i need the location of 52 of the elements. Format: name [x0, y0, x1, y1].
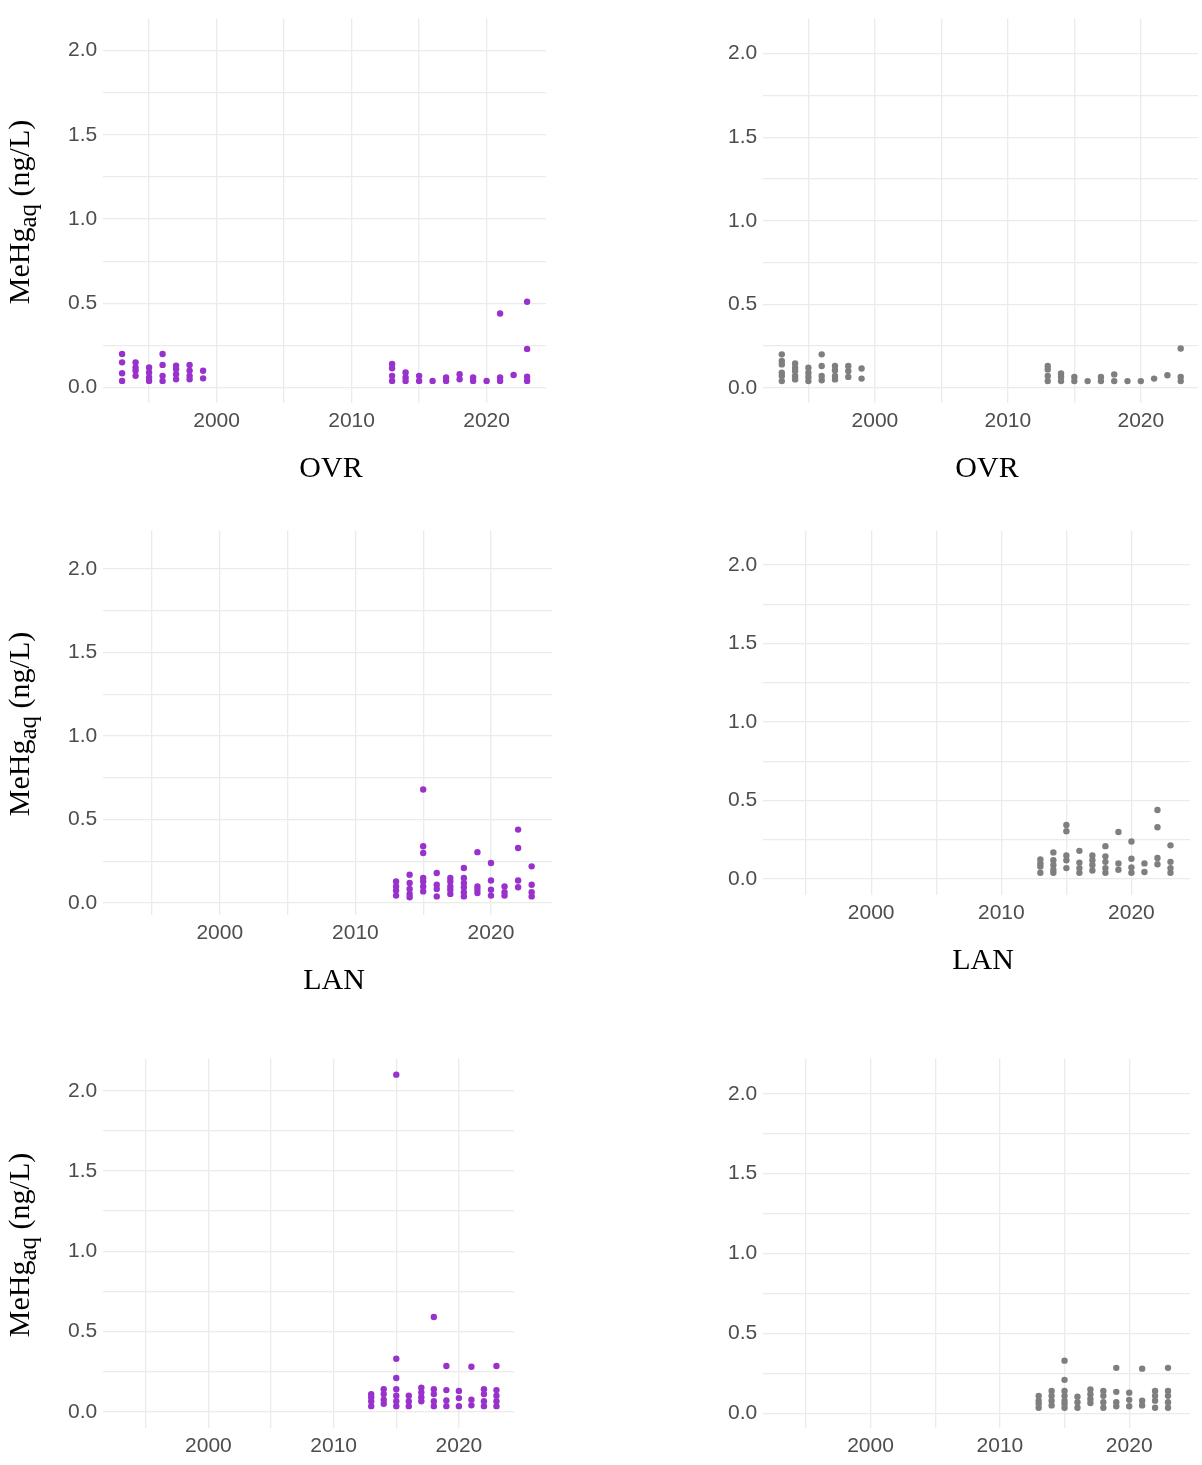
y-tick-label: 1.5: [727, 630, 758, 654]
y-tick-label: 0.5: [727, 1320, 758, 1344]
y-tick-label: 0.0: [67, 1398, 98, 1422]
y-tick-label: 1.5: [67, 639, 98, 663]
x-tick-label: 2000: [851, 408, 899, 432]
x-tick-label: 2010: [977, 900, 1025, 924]
y-tick-label: 1.0: [67, 1238, 98, 1262]
x-tick-label: 2010: [328, 408, 375, 432]
x-tick-label: 2000: [193, 408, 240, 432]
y-tick-label: 0.5: [67, 290, 98, 314]
y-tick-label: 0.0: [727, 374, 758, 398]
y-tick-label: 1.5: [67, 121, 98, 145]
x-tick-label: 2010: [984, 408, 1032, 432]
x-tick-label: 2020: [1108, 900, 1155, 924]
y-tick-label: 1.0: [67, 205, 98, 229]
y-tick-label: 1.5: [727, 124, 758, 147]
y-tick-label: 2.0: [727, 551, 758, 575]
x-tick-label: 2010: [310, 1433, 358, 1457]
x-tick-label: 2020: [467, 920, 515, 944]
y-tick-label: 0.5: [67, 806, 98, 830]
y-tick-label: 0.5: [727, 787, 758, 811]
y-tick-label: 1.0: [727, 708, 758, 732]
y-tick-label: 2.0: [67, 1077, 98, 1101]
x-tick-label: 2020: [435, 1433, 483, 1457]
x-axis-title: LAN: [952, 942, 1014, 976]
x-tick-label: 2000: [847, 900, 895, 924]
y-tick-label: 2.0: [727, 1080, 758, 1104]
x-tick-label: 2020: [1117, 408, 1165, 432]
y-tick-label: 1.5: [727, 1160, 758, 1184]
y-tick-label: 2.0: [727, 40, 758, 64]
x-tick-label: 2000: [847, 1433, 894, 1457]
y-tick-label: 2.0: [67, 555, 98, 579]
y-tick-label: 1.5: [67, 1157, 98, 1181]
y-tick-label: 1.0: [727, 207, 758, 231]
x-tick-label: 2000: [185, 1433, 232, 1457]
y-tick-label: 0.5: [67, 1318, 98, 1342]
x-tick-label: 2010: [976, 1433, 1024, 1457]
y-tick-label: 0.0: [67, 374, 98, 398]
x-tick-label: 2020: [463, 408, 510, 432]
y-tick-label: 0.0: [727, 1400, 758, 1424]
x-axis-title: LAN: [303, 962, 365, 996]
x-axis-title: OVR: [955, 450, 1019, 484]
x-tick-label: 2020: [1105, 1433, 1153, 1457]
y-tick-label: 0.5: [727, 291, 758, 315]
y-tick-label: 0.0: [727, 865, 758, 889]
y-tick-label: 2.0: [67, 37, 98, 61]
y-tick-label: 1.0: [727, 1240, 758, 1264]
x-tick-label: 2000: [196, 920, 244, 944]
y-tick-label: 0.0: [67, 889, 98, 913]
x-tick-label: 2010: [332, 920, 379, 944]
y-tick-label: 1.0: [67, 722, 98, 746]
x-axis-title: OVR: [299, 450, 363, 484]
